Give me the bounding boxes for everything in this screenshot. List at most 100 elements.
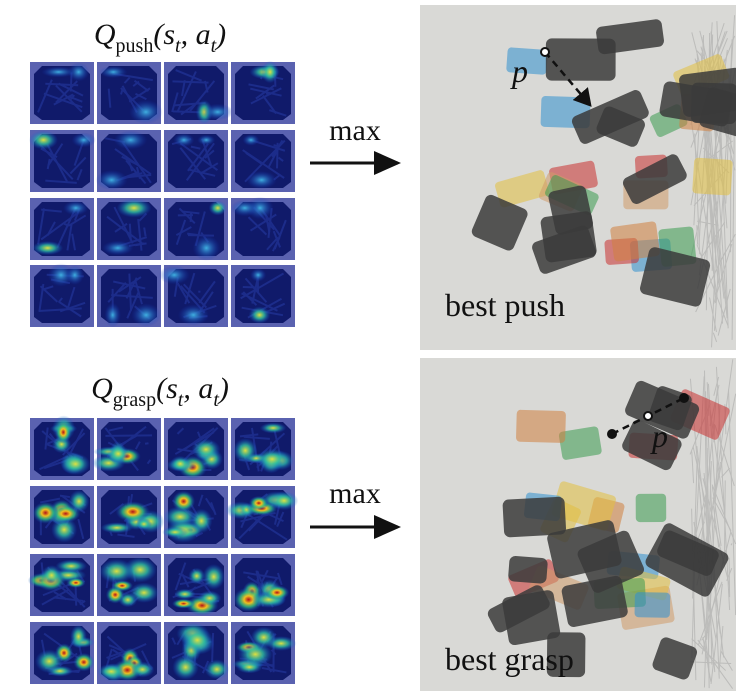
page: Qpush(st, at) Qgrasp(st, at) max max bes… — [0, 0, 736, 691]
heat-blob — [130, 662, 154, 678]
scene-shadow — [508, 556, 548, 584]
heatmap-tile — [226, 486, 299, 548]
scene-images — [420, 5, 736, 691]
heatmap-tile — [162, 486, 228, 548]
point-label: p — [510, 53, 528, 89]
caption: best grasp — [445, 641, 574, 677]
heat-blob — [61, 453, 90, 475]
tile-texture — [130, 224, 131, 241]
point-label: p — [650, 418, 668, 454]
heat-blob — [159, 266, 190, 285]
heat-blob — [102, 241, 133, 256]
heatmap-tile — [164, 622, 229, 684]
heatmap-tile — [30, 622, 95, 684]
scene-block — [516, 410, 566, 443]
heat-blob — [55, 421, 71, 443]
heatmap-tile — [231, 418, 295, 480]
heat-blob — [66, 265, 84, 285]
heat-blob — [106, 586, 125, 604]
heat-blob — [114, 130, 147, 149]
q-subscript: grasp — [113, 389, 156, 411]
heat-blob — [162, 527, 188, 538]
heat-blob — [105, 303, 121, 328]
q-arg: , a — [183, 372, 213, 405]
heat-blob — [246, 171, 277, 189]
heat-blob — [188, 568, 205, 584]
heatmap-tile — [30, 263, 94, 327]
heat-blob — [107, 445, 130, 463]
heatmap-tile — [164, 130, 228, 192]
heat-blob — [250, 268, 266, 282]
heat-blob — [172, 655, 198, 680]
heat-blob — [29, 131, 58, 150]
heatmap-tile — [231, 265, 295, 327]
heatmap-tile — [97, 486, 164, 548]
scene-block — [634, 592, 670, 618]
q-symbol: Q — [91, 372, 113, 405]
scene-noise — [725, 480, 726, 553]
heat-blob — [63, 201, 88, 216]
scene-noise — [729, 558, 730, 597]
heatmap-tile — [29, 130, 96, 192]
q-arg: (s — [156, 372, 178, 405]
heat-blob — [174, 589, 195, 600]
tile-texture — [145, 443, 148, 444]
heat-blob — [197, 135, 215, 146]
heat-blob — [205, 659, 230, 679]
heatmap-tile — [231, 130, 295, 192]
heat-blob — [202, 104, 233, 121]
heatmap-tile — [231, 61, 295, 124]
heat-blob — [129, 100, 163, 125]
heat-blob — [170, 456, 190, 472]
max-label: max — [329, 114, 381, 147]
grasp-point — [644, 412, 652, 420]
heat-blob — [73, 653, 94, 672]
heat-blob — [203, 564, 225, 590]
heatmap-tile — [231, 197, 295, 260]
finger-point — [607, 429, 617, 439]
heatmap-tile — [28, 554, 94, 616]
heat-blob — [209, 201, 227, 216]
heat-blob — [72, 132, 96, 147]
heatmap-tile — [92, 418, 161, 480]
heat-blob — [41, 67, 75, 78]
heat-blob — [172, 491, 195, 512]
heat-blob — [243, 134, 260, 145]
heatmap-tile — [164, 418, 228, 480]
scene-block — [636, 494, 667, 522]
heat-blob — [99, 66, 127, 78]
heat-blob — [261, 61, 279, 83]
heat-blob — [238, 642, 273, 666]
finger-point — [679, 393, 689, 403]
scene-block — [692, 158, 733, 196]
heat-blob — [41, 565, 62, 585]
heatmap-tile — [97, 265, 161, 327]
q-push-label: Qpush(st, at) — [94, 18, 226, 57]
heat-blob — [231, 200, 259, 217]
heatmap-tile — [30, 198, 94, 260]
heat-blob — [96, 170, 128, 190]
heat-blob — [192, 439, 221, 460]
heat-blob — [131, 303, 161, 326]
heatmap-tile — [164, 198, 228, 261]
heat-blob — [136, 518, 152, 530]
heat-blob — [99, 559, 134, 583]
scene-noise — [712, 34, 713, 57]
q-arg: , a — [181, 18, 211, 51]
q-arg: ) — [217, 372, 229, 405]
heat-blob — [181, 628, 213, 652]
heat-blob — [70, 625, 87, 649]
heat-blob — [265, 585, 290, 600]
scene-shadow — [502, 497, 566, 538]
heat-blob — [249, 496, 269, 510]
heat-blob — [35, 649, 63, 673]
q-subscript: push — [116, 35, 154, 57]
push-point — [541, 48, 549, 56]
tile-texture — [266, 93, 271, 94]
heat-blob — [249, 307, 271, 324]
heat-blob — [270, 491, 298, 510]
heat-blob — [233, 438, 257, 463]
tile-texture — [144, 227, 145, 236]
heat-blob — [97, 664, 125, 680]
q-arg: (s — [153, 18, 175, 51]
